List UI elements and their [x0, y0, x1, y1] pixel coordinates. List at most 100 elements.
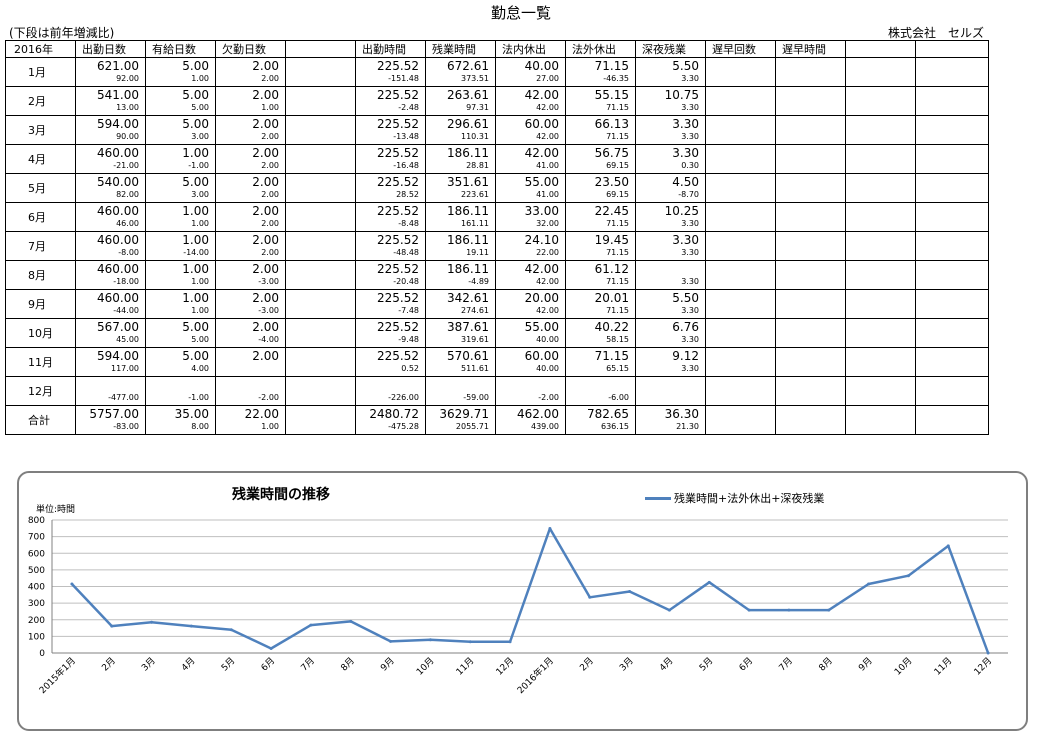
yoy-diff-value: 1.00 — [191, 219, 209, 228]
value-cell: 296.61 110.31 — [425, 115, 496, 145]
yoy-diff-value: 46.00 — [116, 219, 139, 228]
yoy-diff-value: 90.00 — [116, 132, 139, 141]
value-cell: 2.00 2.00 — [215, 231, 286, 261]
data-point — [428, 638, 432, 642]
current-value: 10.75 — [664, 88, 699, 102]
x-tick-label: 5月 — [697, 655, 715, 673]
yoy-diff-value: 319.61 — [461, 335, 489, 344]
legend-label: 残業時間+法外休出+深夜残業 — [674, 492, 825, 505]
yoy-diff-value: 42.00 — [536, 306, 559, 315]
current-value: 22.45 — [594, 204, 629, 218]
current-value: 33.00 — [524, 204, 559, 218]
empty-cell — [775, 144, 846, 174]
value-cell: 55.00 40.00 — [495, 318, 566, 348]
current-value: 60.00 — [524, 117, 559, 131]
x-tick-label: 11月 — [454, 655, 476, 677]
yoy-diff-value: -4.89 — [468, 277, 489, 286]
value-cell: 5.00 1.00 — [145, 57, 216, 87]
x-tick-label: 12月 — [494, 655, 516, 677]
yoy-diff-value: -8.48 — [398, 219, 419, 228]
value-cell: 186.11 -4.89 — [425, 260, 496, 290]
value-cell: 23.50 69.15 — [565, 173, 636, 203]
current-value: 342.61 — [447, 291, 489, 305]
column-header: 出勤日数 — [75, 40, 146, 58]
chart-panel — [17, 471, 1028, 731]
yoy-diff-value: -8.70 — [678, 190, 699, 199]
current-value: 186.11 — [447, 233, 489, 247]
value-cell: 42.00 42.00 — [495, 260, 566, 290]
value-cell: 10.25 3.30 — [635, 202, 706, 232]
y-tick-label: 0 — [39, 649, 45, 659]
current-value: 3.30 — [672, 233, 699, 247]
current-value: 5.00 — [182, 175, 209, 189]
empty-cell — [915, 318, 989, 348]
current-value: 71.15 — [594, 349, 629, 363]
current-value: 35.00 — [174, 407, 209, 421]
current-value: 1.00 — [182, 146, 209, 160]
value-cell: 55.00 41.00 — [495, 173, 566, 203]
current-value: 621.00 — [97, 59, 139, 73]
value-cell: 55.15 71.15 — [565, 86, 636, 116]
value-cell: 186.11 19.11 — [425, 231, 496, 261]
current-value: 186.11 — [447, 262, 489, 276]
value-cell: 3.30 3.30 — [635, 231, 706, 261]
value-cell: 3.30 — [635, 260, 706, 290]
yoy-diff-value: -9.48 — [398, 335, 419, 344]
current-value: 60.00 — [524, 349, 559, 363]
current-value: 460.00 — [97, 233, 139, 247]
value-cell: 20.01 71.15 — [565, 289, 636, 319]
yoy-diff-value: -475.28 — [388, 422, 419, 431]
yoy-diff-value: -2.48 — [398, 103, 419, 112]
data-point — [189, 624, 193, 628]
value-cell — [285, 144, 356, 174]
value-cell: 6.76 3.30 — [635, 318, 706, 348]
value-cell: 5.00 3.00 — [145, 115, 216, 145]
value-cell: 2.00 2.00 — [215, 202, 286, 232]
value-cell: 5.50 3.30 — [635, 57, 706, 87]
data-point — [906, 574, 910, 578]
yoy-diff-value: 27.00 — [536, 74, 559, 83]
current-value: 225.52 — [377, 117, 419, 131]
empty-cell — [775, 289, 846, 319]
chart-legend: 残業時間+法外休出+深夜残業 — [645, 490, 824, 506]
yoy-diff-value: -46.35 — [603, 74, 629, 83]
empty-cell — [705, 376, 776, 406]
data-point — [150, 620, 154, 624]
value-cell: 2.00 2.00 — [215, 57, 286, 87]
current-value: 2.00 — [252, 146, 279, 160]
x-tick-label: 8月 — [339, 655, 357, 673]
value-cell: 225.52 -9.48 — [355, 318, 426, 348]
yoy-diff-value: 636.15 — [601, 422, 629, 431]
table-row: 12月 -477.00 -1.00 -2.00 -226.00 -59.00 -2.00 -6… — [5, 376, 989, 406]
data-point — [946, 544, 950, 548]
yoy-diff-value: -8.00 — [118, 248, 139, 257]
data-point — [986, 651, 990, 655]
yoy-diff-value: 3.30 — [681, 335, 699, 344]
value-cell: 540.00 82.00 — [75, 173, 146, 203]
data-point — [508, 640, 512, 644]
current-value: 460.00 — [97, 262, 139, 276]
current-value: 2.00 — [252, 204, 279, 218]
yoy-diff-value: 4.00 — [191, 364, 209, 373]
empty-cell — [915, 347, 989, 377]
current-value: 186.11 — [447, 204, 489, 218]
yoy-diff-value: 22.00 — [536, 248, 559, 257]
column-header: 法内休出 — [495, 40, 566, 58]
yoy-diff-value: -14.00 — [183, 248, 209, 257]
current-value: 460.00 — [97, 204, 139, 218]
value-cell: 1.00 1.00 — [145, 202, 216, 232]
yoy-diff-value: -21.00 — [113, 161, 139, 170]
data-point — [70, 582, 74, 586]
yoy-diff-value: -44.00 — [113, 306, 139, 315]
yoy-diff-value: 3.30 — [681, 74, 699, 83]
y-tick-label: 100 — [28, 632, 45, 642]
yoy-diff-value: -226.00 — [388, 393, 419, 402]
empty-cell — [845, 405, 916, 435]
yoy-diff-value: 2.00 — [261, 190, 279, 199]
yoy-diff-value: 65.15 — [606, 364, 629, 373]
x-tick-label: 9月 — [857, 655, 875, 673]
series-line — [70, 527, 990, 654]
yoy-diff-value: 1.00 — [191, 74, 209, 83]
yoy-diff-value: 110.31 — [461, 132, 489, 141]
month-cell: 6月 — [5, 202, 76, 232]
